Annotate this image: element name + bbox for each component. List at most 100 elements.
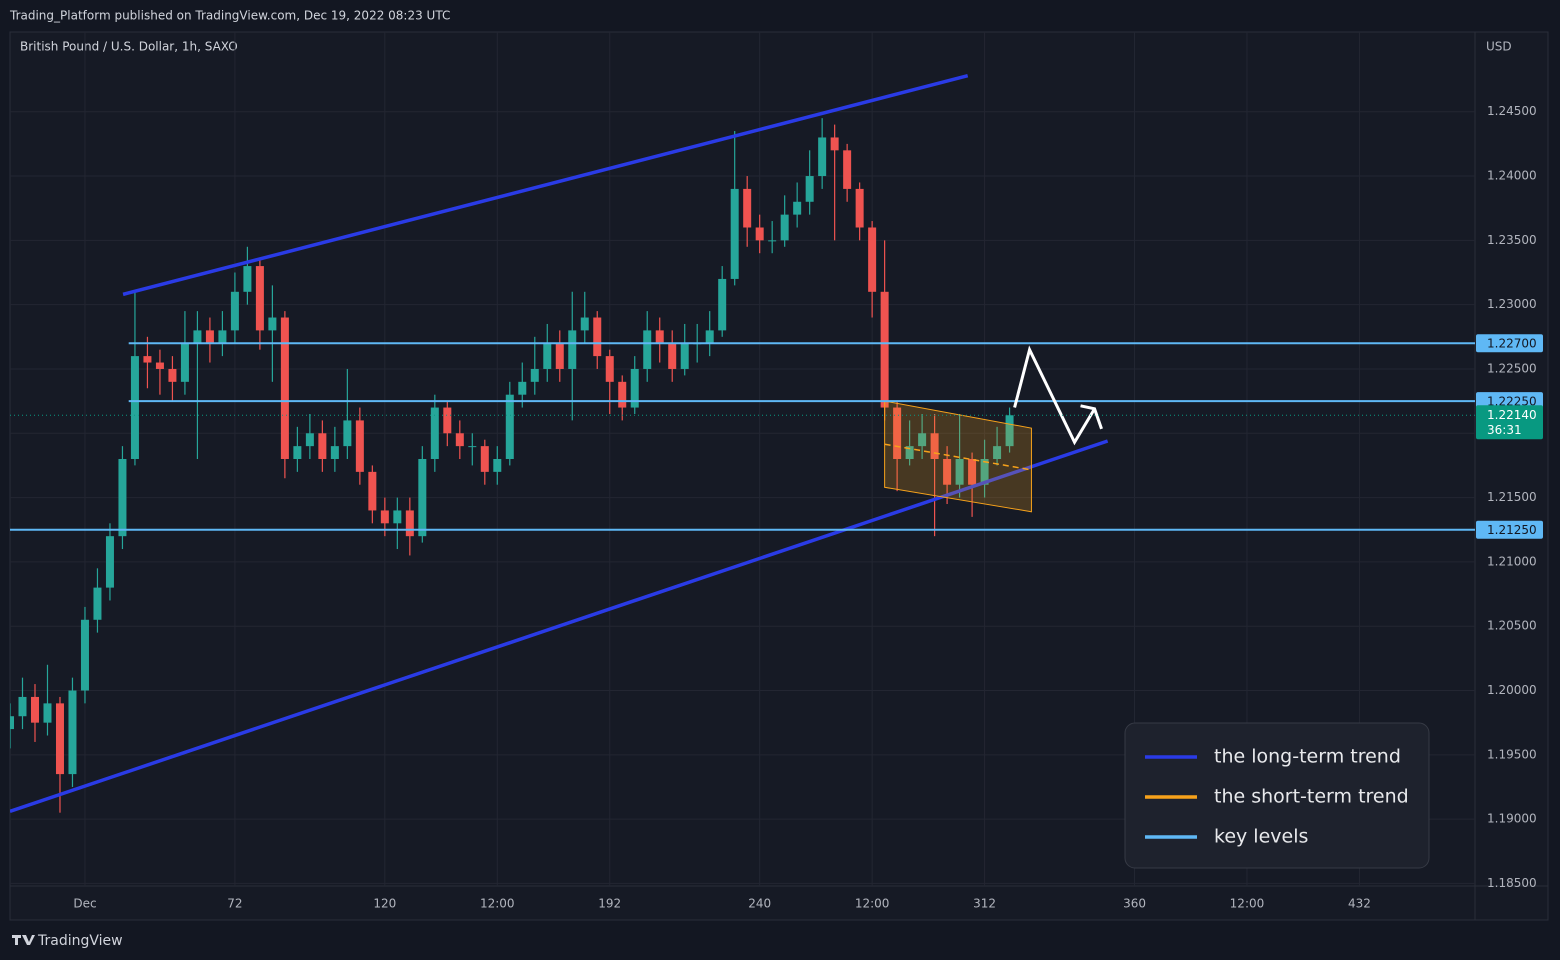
candle-body (80, 619, 89, 691)
candle-body (555, 343, 564, 369)
candle-body (605, 356, 614, 382)
legend-label: key levels (1214, 826, 1308, 848)
key-level-label: 1.22700 (1487, 337, 1537, 351)
y-tick-label: 1.19500 (1487, 747, 1537, 761)
candle-body (380, 510, 389, 524)
candle-body (568, 330, 577, 369)
candle-body (330, 446, 339, 459)
legend: the long-term trend the short-term trend k… (1145, 746, 1409, 848)
candle-body (643, 330, 652, 369)
candle-body (280, 317, 289, 459)
y-tick-label: 1.24500 (1487, 104, 1537, 118)
x-tick-label: 12:00 (480, 897, 515, 911)
y-tick-label: 1.21000 (1487, 554, 1537, 568)
currency-label: USD (1486, 40, 1512, 54)
candle-body (968, 459, 977, 485)
last-price-tag (1476, 405, 1543, 440)
candle-body (105, 536, 114, 588)
candle-body (893, 407, 902, 459)
candle-body (368, 471, 377, 511)
candle-body (830, 137, 839, 151)
x-tick-label: 12:00 (1230, 897, 1265, 911)
candle-body (143, 356, 152, 363)
candle-body (680, 343, 689, 369)
candle-body (68, 690, 77, 775)
candle-body (430, 407, 439, 459)
chart-title: British Pound / U.S. Dollar, 1h, SAXO (20, 40, 238, 54)
y-tick-label: 1.21500 (1487, 490, 1537, 504)
candle-body (443, 407, 452, 434)
candle-body (193, 330, 202, 344)
candle-body (793, 201, 802, 215)
legend-label: the short-term trend (1214, 786, 1409, 808)
candle-body (455, 433, 464, 447)
trend-line (10, 439, 1109, 814)
candle-body (730, 188, 739, 279)
candle-body (718, 278, 727, 331)
candle-body (293, 446, 302, 459)
y-tick-label: 1.23500 (1487, 233, 1537, 247)
candle-body (618, 381, 627, 408)
candle-body (18, 696, 27, 717)
candle-body (393, 510, 402, 524)
candle-body (180, 343, 189, 382)
plot-area (10, 74, 1475, 814)
x-tick-label: 192 (598, 897, 621, 911)
candle-body (855, 188, 864, 228)
candle-body (505, 394, 514, 459)
candle-body (55, 703, 64, 775)
candle-body (705, 330, 714, 344)
x-tick-label: 12:00 (855, 897, 890, 911)
candle-body (1005, 415, 1014, 447)
y-tick-label: 1.22500 (1487, 361, 1537, 375)
candle-body (155, 362, 164, 369)
candle-body (993, 446, 1002, 459)
candle-body (405, 510, 414, 537)
candle-body (468, 446, 477, 448)
brand-logo (12, 935, 35, 945)
y-tick-label: 1.23000 (1487, 297, 1537, 311)
candle-body (780, 214, 789, 241)
key-level-label: 1.22250 (1487, 395, 1537, 409)
candle-body (343, 420, 352, 447)
candle-body (418, 459, 427, 537)
candle-body (818, 137, 827, 177)
x-tick-label: 360 (1123, 897, 1146, 911)
candle-body (930, 433, 939, 459)
candle-body (205, 330, 214, 344)
candle-body (805, 176, 814, 202)
key-level-label: 1.21250 (1487, 523, 1537, 537)
x-tick-label: 120 (373, 897, 396, 911)
candle-body (918, 433, 927, 447)
candle-body (168, 368, 177, 382)
candle-body (543, 343, 552, 369)
candle-body (30, 696, 39, 723)
candle-body (118, 459, 127, 537)
y-tick-label: 1.20500 (1487, 619, 1537, 633)
y-tick-label: 1.19000 (1487, 812, 1537, 826)
candle-body (480, 446, 489, 472)
candle-body (255, 266, 264, 331)
y-tick-label: 1.18500 (1487, 876, 1537, 890)
candle-body (668, 343, 677, 369)
y-tick-label: 1.20000 (1487, 683, 1537, 697)
candle-body (755, 227, 764, 241)
candle-body (943, 459, 952, 485)
candle-body (43, 703, 52, 723)
candle-body (768, 240, 777, 242)
candle-body (230, 291, 239, 331)
candle-body (655, 330, 664, 344)
brand-name: TradingView (37, 933, 123, 949)
x-tick-label: Dec (73, 897, 96, 911)
last-price-label: 1.22140 (1487, 408, 1537, 422)
candle-body (905, 446, 914, 459)
key-level-tag (1476, 334, 1543, 353)
x-tick-label: 240 (748, 897, 771, 911)
candle-body (880, 291, 889, 408)
x-tick-label: 312 (973, 897, 996, 911)
candle-body (868, 227, 877, 292)
publish-header: Trading_Platform published on TradingVie… (9, 9, 450, 23)
candle-body (843, 150, 852, 189)
candle-body (218, 330, 227, 344)
